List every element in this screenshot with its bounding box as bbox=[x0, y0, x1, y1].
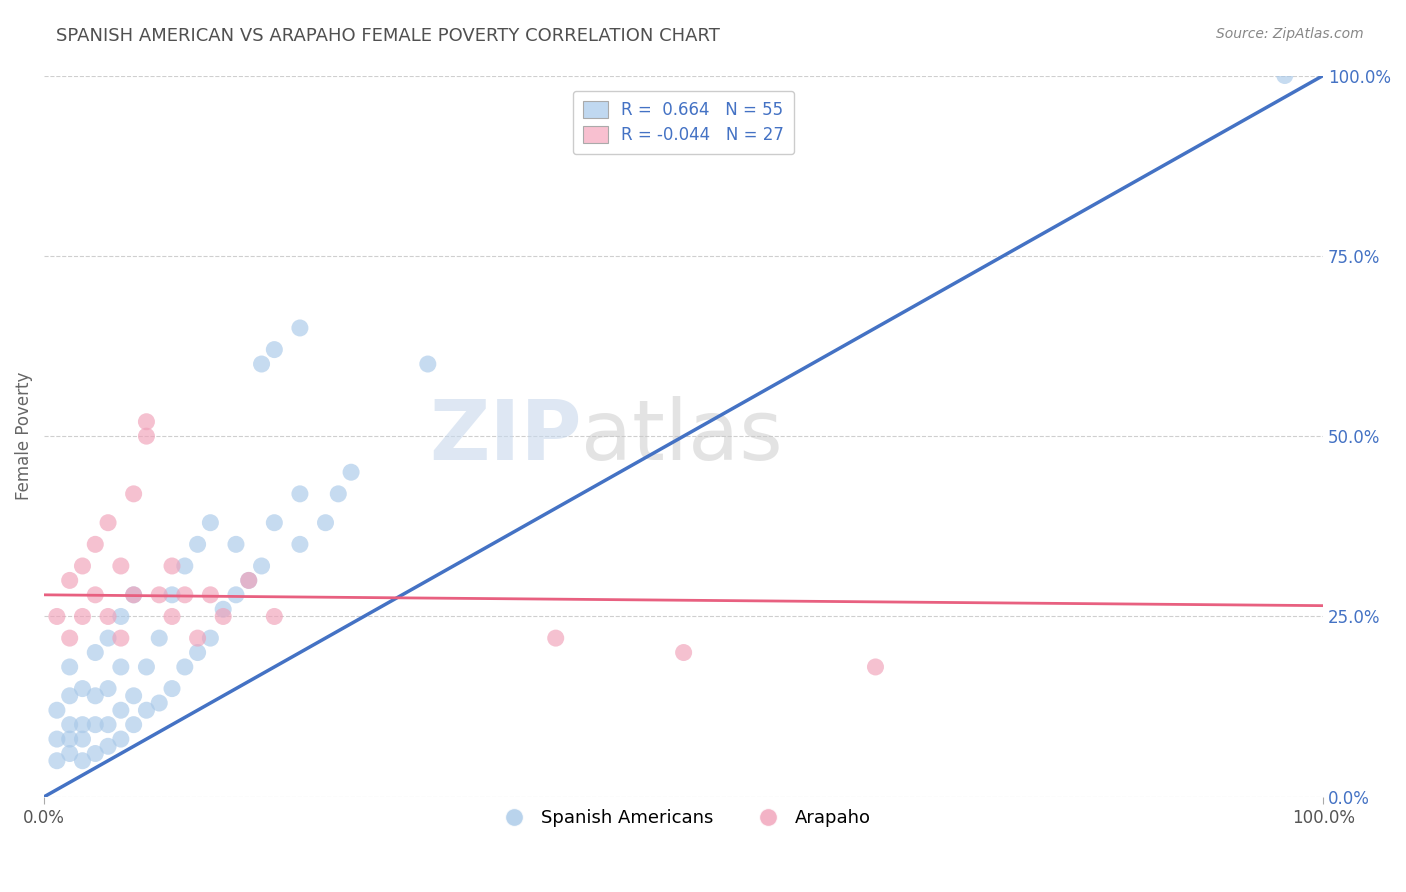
Point bbox=[45, 754, 67, 768]
Legend: Spanish Americans, Arapaho: Spanish Americans, Arapaho bbox=[489, 802, 879, 835]
Point bbox=[84, 689, 107, 703]
Point bbox=[97, 681, 120, 696]
Point bbox=[84, 537, 107, 551]
Point bbox=[544, 631, 567, 645]
Point bbox=[59, 631, 82, 645]
Point bbox=[238, 574, 260, 588]
Point bbox=[97, 739, 120, 754]
Point bbox=[84, 646, 107, 660]
Point bbox=[865, 660, 887, 674]
Point bbox=[672, 646, 695, 660]
Point bbox=[148, 696, 170, 710]
Text: atlas: atlas bbox=[581, 396, 783, 476]
Point bbox=[122, 689, 145, 703]
Point bbox=[148, 631, 170, 645]
Point bbox=[59, 660, 82, 674]
Point bbox=[122, 717, 145, 731]
Point bbox=[148, 588, 170, 602]
Point bbox=[110, 559, 132, 574]
Text: Source: ZipAtlas.com: Source: ZipAtlas.com bbox=[1216, 27, 1364, 41]
Point bbox=[1274, 69, 1296, 83]
Point bbox=[187, 537, 209, 551]
Point bbox=[110, 609, 132, 624]
Point bbox=[212, 609, 235, 624]
Point bbox=[187, 631, 209, 645]
Point bbox=[263, 609, 285, 624]
Point bbox=[212, 602, 235, 616]
Point bbox=[110, 703, 132, 717]
Point bbox=[110, 732, 132, 747]
Point bbox=[45, 732, 67, 747]
Point bbox=[135, 429, 157, 443]
Point bbox=[160, 588, 183, 602]
Point bbox=[72, 681, 94, 696]
Point bbox=[288, 537, 311, 551]
Point bbox=[84, 717, 107, 731]
Point bbox=[225, 588, 247, 602]
Point bbox=[200, 516, 222, 530]
Point bbox=[160, 559, 183, 574]
Point bbox=[263, 516, 285, 530]
Point bbox=[59, 732, 82, 747]
Point bbox=[225, 537, 247, 551]
Point bbox=[288, 321, 311, 335]
Point bbox=[97, 609, 120, 624]
Text: ZIP: ZIP bbox=[429, 396, 581, 476]
Y-axis label: Female Poverty: Female Poverty bbox=[15, 372, 32, 500]
Point bbox=[110, 660, 132, 674]
Point bbox=[238, 574, 260, 588]
Point bbox=[200, 588, 222, 602]
Point bbox=[84, 588, 107, 602]
Point bbox=[97, 631, 120, 645]
Point bbox=[122, 588, 145, 602]
Point bbox=[160, 681, 183, 696]
Point bbox=[59, 574, 82, 588]
Point bbox=[97, 717, 120, 731]
Point bbox=[315, 516, 337, 530]
Point bbox=[187, 646, 209, 660]
Point bbox=[122, 588, 145, 602]
Point bbox=[72, 717, 94, 731]
Point bbox=[173, 660, 195, 674]
Point bbox=[263, 343, 285, 357]
Point bbox=[328, 487, 350, 501]
Point bbox=[200, 631, 222, 645]
Point bbox=[72, 609, 94, 624]
Point bbox=[340, 465, 363, 479]
Point bbox=[59, 747, 82, 761]
Point bbox=[416, 357, 439, 371]
Point bbox=[135, 415, 157, 429]
Point bbox=[72, 732, 94, 747]
Point bbox=[250, 559, 273, 574]
Point bbox=[173, 559, 195, 574]
Text: SPANISH AMERICAN VS ARAPAHO FEMALE POVERTY CORRELATION CHART: SPANISH AMERICAN VS ARAPAHO FEMALE POVER… bbox=[56, 27, 720, 45]
Point bbox=[97, 516, 120, 530]
Point bbox=[72, 559, 94, 574]
Point bbox=[84, 747, 107, 761]
Point bbox=[59, 717, 82, 731]
Point bbox=[110, 631, 132, 645]
Point bbox=[45, 703, 67, 717]
Point bbox=[250, 357, 273, 371]
Point bbox=[160, 609, 183, 624]
Point bbox=[122, 487, 145, 501]
Point bbox=[135, 660, 157, 674]
Point bbox=[45, 609, 67, 624]
Point bbox=[135, 703, 157, 717]
Point bbox=[173, 588, 195, 602]
Point bbox=[72, 754, 94, 768]
Point bbox=[288, 487, 311, 501]
Point bbox=[59, 689, 82, 703]
